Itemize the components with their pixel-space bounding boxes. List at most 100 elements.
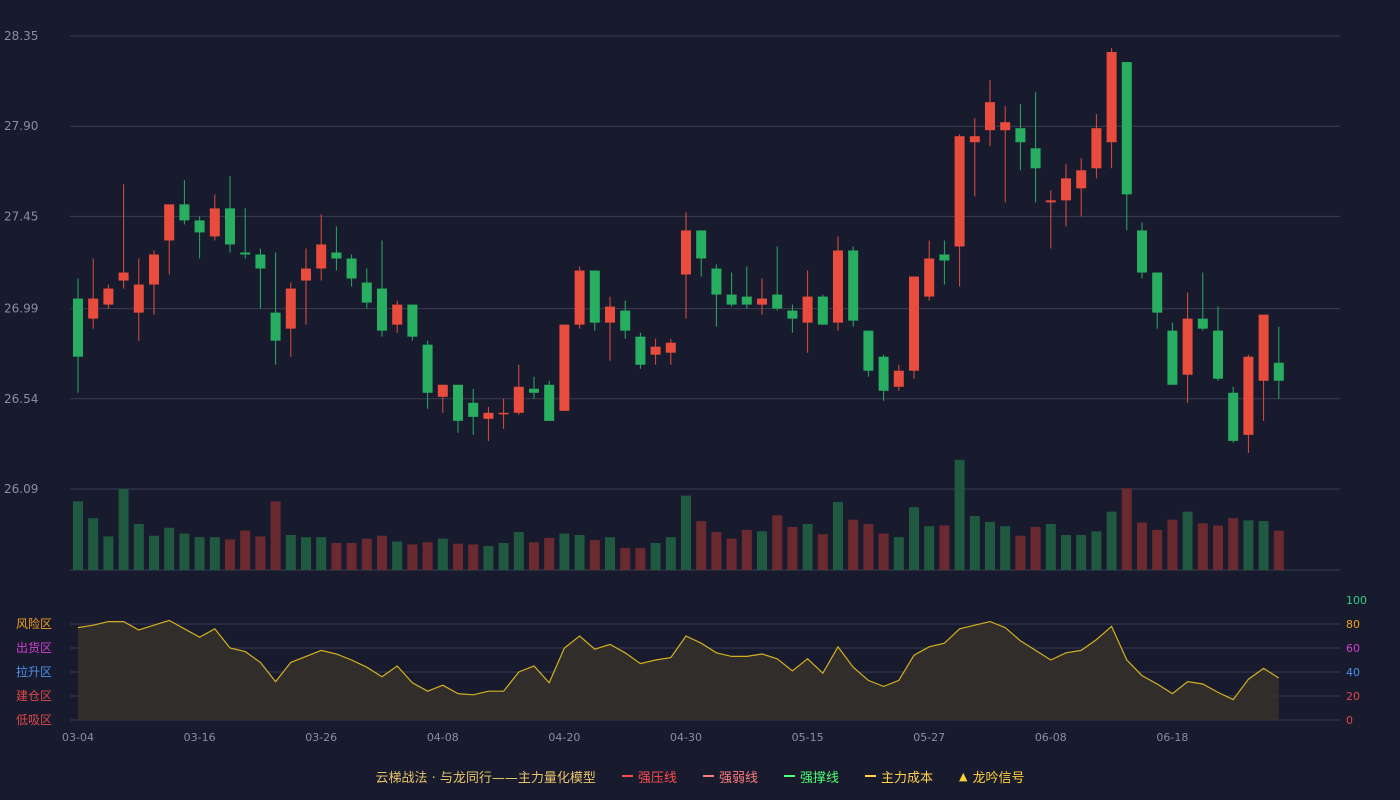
candle-body <box>468 402 479 417</box>
candle-body <box>346 258 357 279</box>
volume-bar <box>437 538 448 570</box>
candle-body <box>133 284 144 313</box>
candle-body <box>194 220 205 233</box>
candle-body <box>1273 362 1284 381</box>
volume-bar <box>741 529 752 570</box>
volume-bar <box>589 540 600 570</box>
candle-body <box>787 310 798 319</box>
candle-body <box>711 268 722 295</box>
strong-pressure-line-icon <box>621 775 633 777</box>
legend-item-strong-support[interactable]: 强撑线 <box>783 767 839 786</box>
indicator-tick-label: 60 <box>1346 642 1360 655</box>
candle-body <box>73 298 83 357</box>
candle-body <box>1015 128 1026 143</box>
candle-body <box>498 412 509 415</box>
volume-bar <box>1258 521 1269 570</box>
volume-bar <box>1228 518 1239 570</box>
price-tick-label: 26.09 <box>4 482 38 496</box>
volume-bar <box>103 536 114 570</box>
candle-body <box>544 384 555 421</box>
candle-body <box>605 306 615 323</box>
indicator-area <box>78 620 1279 720</box>
volume-bar <box>255 536 266 570</box>
date-tick-label: 04-08 <box>427 731 459 744</box>
volume-bar <box>848 519 859 570</box>
candle-body <box>757 298 767 305</box>
volume-bar <box>392 541 403 570</box>
candle-body <box>817 296 828 325</box>
volume-bar <box>1091 531 1102 570</box>
volume-bar <box>878 533 889 570</box>
candle-body <box>1121 62 1132 195</box>
volume-bar <box>149 535 159 570</box>
volume-bar <box>407 544 418 570</box>
date-tick-label: 06-08 <box>1035 731 1067 744</box>
candle-body <box>878 356 889 391</box>
candle-body <box>1243 356 1254 435</box>
candle-body <box>1000 122 1011 131</box>
main-cost-line-icon <box>864 775 876 777</box>
volume-bar <box>954 459 965 570</box>
date-tick-label: 03-04 <box>62 731 94 744</box>
candle-body <box>255 254 266 269</box>
volume-bar <box>498 543 509 570</box>
candle-body <box>1228 392 1239 441</box>
legend-item-strong-pressure[interactable]: 强压线 <box>621 767 677 786</box>
volume-bar <box>893 537 904 570</box>
candle-body <box>1258 314 1269 381</box>
volume-bar <box>1152 529 1163 570</box>
legend-item-strength-line[interactable]: 强弱线 <box>702 767 758 786</box>
candle-body <box>513 386 524 413</box>
candle-body <box>772 294 783 309</box>
volume-bar <box>529 542 539 570</box>
candle-body <box>118 272 129 281</box>
candle-body <box>240 252 251 255</box>
volume-bar <box>377 535 387 570</box>
volume-bar <box>696 521 707 570</box>
volume-bar <box>316 537 327 570</box>
volume-bar <box>1137 522 1147 570</box>
legend-item-dragon-signal[interactable]: ▲ 龙吟信号 <box>958 769 1025 786</box>
indicator-tick-label: 80 <box>1346 618 1360 631</box>
volume-bar <box>1061 534 1071 570</box>
zone-label: 建仓区 <box>16 689 52 703</box>
candle-body <box>969 136 980 143</box>
volume-bar <box>453 543 463 570</box>
candle-body <box>620 310 631 331</box>
date-tick-label: 05-27 <box>913 731 945 744</box>
candle-body <box>422 344 433 393</box>
candle-body <box>1045 200 1056 203</box>
candle-body <box>1167 330 1178 385</box>
volume-bar <box>1045 524 1056 570</box>
candle-body <box>1197 318 1208 329</box>
volume-bar <box>909 507 919 570</box>
legend-item-main-cost[interactable]: 主力成本 <box>864 767 933 786</box>
price-tick-label: 26.54 <box>4 392 38 406</box>
volume-bar <box>985 521 995 570</box>
date-tick-label: 03-16 <box>184 731 216 744</box>
date-tick-label: 05-15 <box>792 731 824 744</box>
candle-body <box>665 342 676 353</box>
candle-body <box>1137 230 1147 273</box>
price-tick-label: 27.45 <box>4 209 38 223</box>
volume-bar <box>939 525 950 570</box>
volume-bar <box>331 543 342 570</box>
candle-body <box>1152 272 1163 313</box>
candle-body <box>483 412 494 419</box>
volume-bar <box>1106 511 1117 570</box>
candle-body <box>361 282 372 303</box>
candle-body <box>954 136 965 247</box>
candle-body <box>209 208 220 237</box>
volume-bar <box>270 501 281 570</box>
zone-label: 低吸区 <box>16 713 52 727</box>
candle-body <box>331 252 342 259</box>
indicator-line <box>77 619 1280 701</box>
candle-body <box>681 230 691 275</box>
candle-body <box>407 304 418 337</box>
candle-body <box>270 312 281 341</box>
candle-body <box>149 254 159 285</box>
candle-body <box>1061 178 1071 201</box>
volume-bar <box>711 532 722 570</box>
candle-body <box>103 288 114 305</box>
legend-title: 云梯战法 · 与龙同行——主力量化模型 <box>375 770 596 786</box>
